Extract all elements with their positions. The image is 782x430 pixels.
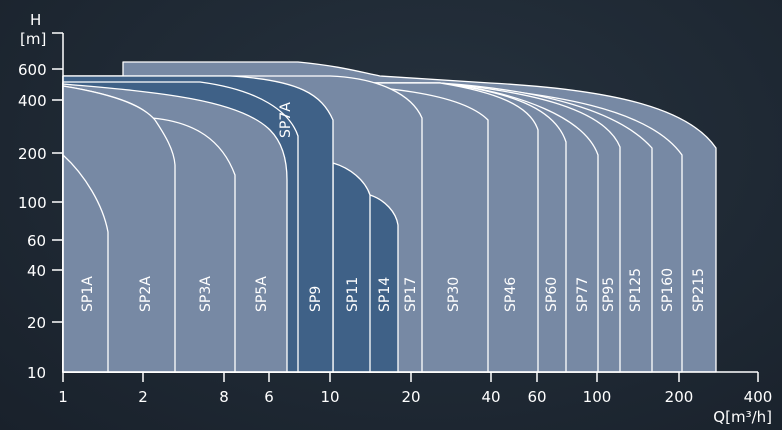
x-tick-label: 400 bbox=[744, 388, 773, 406]
y-tick-label: 20 bbox=[27, 314, 46, 332]
y-tick-label: 40 bbox=[27, 262, 46, 280]
y-tick-label: 400 bbox=[18, 92, 47, 110]
series-label-sp60: SP60 bbox=[544, 277, 560, 312]
series-labels: SP1A SP2A SP3A SP5A SP7A SP9 SP11 SP14 S… bbox=[80, 102, 707, 312]
y-tick-label: 200 bbox=[18, 145, 47, 163]
y-tick-label: 60 bbox=[27, 232, 46, 250]
y-tick-label: 10 bbox=[27, 364, 46, 382]
x-tick-label: 20 bbox=[401, 388, 420, 406]
envelope-sp1a bbox=[62, 154, 109, 373]
series-label-sp160: SP160 bbox=[660, 268, 676, 312]
x-tick-label: 10 bbox=[320, 388, 339, 406]
x-tick-label: 1 bbox=[58, 388, 68, 406]
pump-envelopes bbox=[62, 61, 717, 373]
series-label-sp5a: SP5A bbox=[254, 276, 270, 312]
envelope-sp11 bbox=[332, 162, 371, 373]
series-label-sp46: SP46 bbox=[503, 277, 519, 312]
series-label-sp7a: SP7A bbox=[278, 102, 294, 138]
x-tick-label: 200 bbox=[665, 388, 694, 406]
x-tick-label: 60 bbox=[527, 388, 546, 406]
series-label-sp14: SP14 bbox=[377, 277, 393, 312]
series-label-sp1a: SP1A bbox=[80, 276, 96, 312]
x-tick-label: 100 bbox=[583, 388, 612, 406]
x-tick-label: 8 bbox=[219, 388, 229, 406]
series-label-sp215: SP215 bbox=[691, 268, 707, 312]
series-label-sp11: SP11 bbox=[345, 277, 361, 312]
x-tick-label: 2 bbox=[138, 388, 148, 406]
series-label-sp9: SP9 bbox=[308, 286, 324, 312]
series-label-sp3a: SP3A bbox=[198, 276, 214, 312]
series-label-sp17: SP17 bbox=[403, 277, 419, 312]
x-tick-label: 40 bbox=[481, 388, 500, 406]
x-tick-label: 6 bbox=[264, 388, 274, 406]
series-label-sp95: SP95 bbox=[601, 277, 617, 312]
y-ticks bbox=[52, 32, 63, 323]
y-tick-label: 600 bbox=[18, 61, 47, 79]
series-label-sp2a: SP2A bbox=[138, 276, 154, 312]
y-tick-label: 100 bbox=[18, 194, 47, 212]
y-axis-label-h: H bbox=[30, 11, 41, 29]
series-label-sp125: SP125 bbox=[628, 268, 644, 312]
x-axis-label: Q[m³/h] bbox=[713, 408, 772, 426]
x-ticks bbox=[62, 372, 759, 382]
y-axis-label-unit: [m] bbox=[20, 30, 46, 48]
series-label-sp30: SP30 bbox=[446, 277, 462, 312]
series-label-sp77: SP77 bbox=[575, 277, 591, 312]
